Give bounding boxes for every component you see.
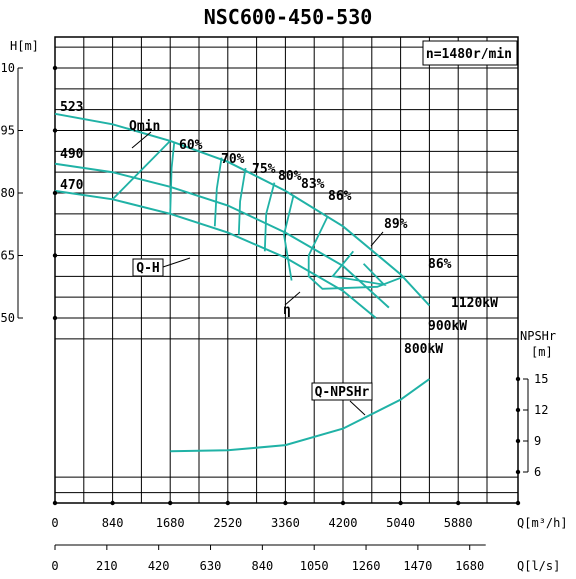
x-primary-tick-label: 2520	[213, 516, 242, 530]
x-secondary-tick-label: 1050	[300, 559, 329, 573]
curves	[54, 112, 431, 453]
x-primary-tick-label: 4200	[329, 516, 358, 530]
y-head-tick-label: 95	[1, 124, 15, 138]
x-primary-dot	[225, 500, 230, 506]
npsh-curve	[170, 378, 430, 453]
y-npsh-tick-label: 12	[534, 403, 548, 417]
x-primary-dot	[283, 500, 288, 506]
efficiency-contour-89	[331, 250, 387, 287]
y-head-dot	[52, 190, 58, 196]
speed-note: n=1480r/min	[426, 47, 512, 62]
y-head-tick-label: 65	[1, 249, 15, 263]
y-head-dot	[52, 65, 58, 71]
chart-title: NSC600-450-530	[204, 5, 373, 29]
head-label-470: 470	[60, 178, 84, 193]
efficiency-contour-80	[263, 182, 276, 252]
x-primary-tick-label: 1680	[156, 516, 185, 530]
y-head-tick-label: 80	[1, 186, 15, 200]
label-leader-line	[349, 400, 366, 416]
x-primary-dot	[110, 500, 115, 506]
efficiency-contour-70	[213, 157, 223, 227]
x-primary-tick-label: 840	[102, 516, 124, 530]
y-npsh-axis-unit: [m]	[531, 345, 553, 359]
y-npsh-dot	[515, 407, 521, 413]
y-head-dot	[52, 128, 58, 133]
x-secondary-tick-label: 1680	[455, 559, 484, 573]
qh-label-box	[132, 258, 164, 277]
y-npsh-tick-label: 6	[534, 465, 541, 479]
power-label-900: 900kW	[428, 319, 467, 334]
eff-label-75: 75%	[252, 162, 276, 177]
x-primary-tick-label: 5040	[386, 516, 415, 530]
x-primary-dot	[168, 500, 173, 506]
head-curve-490	[54, 162, 390, 309]
label-leader-line	[131, 131, 152, 149]
x-primary-dot	[456, 500, 461, 506]
qnpsh-label: Q-NPSHr	[315, 385, 370, 400]
speed-note-box	[422, 40, 518, 66]
y-head-dot	[52, 253, 58, 258]
plot-frame	[17, 36, 529, 546]
efficiency-contour-75	[237, 167, 247, 235]
qnpsh-label-box	[311, 382, 373, 401]
x-secondary-tick-label: 1260	[352, 559, 381, 573]
power-label-800: 800kW	[404, 342, 443, 357]
x-secondary-tick-label: 420	[148, 559, 170, 573]
eff-label-89: 89%	[384, 217, 408, 232]
label-leader-line	[284, 291, 301, 306]
x-secondary-tick-label: 1470	[403, 559, 432, 573]
x-primary-dot	[52, 500, 58, 506]
y-npsh-axis-label: NPSHr	[520, 329, 556, 343]
y-head-axis-label: H[m]	[10, 39, 39, 53]
y-npsh-dot	[515, 469, 521, 475]
x-secondary-tick-label: 0	[51, 559, 58, 573]
head-label-523: 523	[60, 100, 83, 115]
eff-label-83: 83%	[301, 177, 325, 192]
x-secondary-axis-label: Q[l/s]	[517, 559, 560, 573]
x-primary-tick-label: 3360	[271, 516, 300, 530]
x-secondary-tick-label: 630	[200, 559, 222, 573]
qh-label: Q-H	[136, 261, 159, 276]
x-primary-dot	[515, 500, 521, 506]
eff-label-80: 80%	[278, 169, 302, 184]
label-leader-line	[159, 257, 191, 269]
head-label-490: 490	[60, 147, 84, 162]
efficiency-contour-83	[283, 194, 295, 281]
power-label-1120: 1120kW	[451, 296, 498, 311]
y-head-tick-label: 50	[1, 311, 15, 325]
label-leader-line	[370, 231, 384, 247]
eff-label-86b: 86%	[428, 257, 452, 272]
x-primary-dot	[340, 500, 346, 506]
y-head-tick-label: 110	[0, 61, 15, 75]
efficiency-contour-60	[169, 141, 176, 214]
grid	[55, 37, 518, 503]
x-primary-dot	[398, 500, 403, 506]
tick-layer: 5065809511069121508401680252033604200504…	[0, 61, 548, 573]
eff-label-70: 70%	[221, 152, 245, 167]
x-primary-tick-label: 0	[51, 516, 58, 530]
y-npsh-dot	[515, 376, 521, 382]
efficiency-label: η	[283, 303, 291, 318]
head-curve-523	[54, 112, 431, 307]
x-secondary-tick-label: 210	[96, 559, 118, 573]
x-primary-tick-label: 5880	[444, 516, 473, 530]
x-primary-axis-label: Q[m³/h]	[517, 516, 568, 530]
y-npsh-tick-label: 15	[534, 372, 548, 386]
qmin-line	[111, 140, 171, 200]
y-npsh-tick-label: 9	[534, 434, 541, 448]
x-secondary-tick-label: 840	[252, 559, 274, 573]
qmin-label: Qmin	[129, 119, 160, 134]
eff-label-60: 60%	[179, 138, 203, 153]
eff-label-86a: 86%	[328, 189, 352, 204]
y-npsh-dot	[515, 438, 521, 444]
y-head-dot	[52, 315, 58, 321]
